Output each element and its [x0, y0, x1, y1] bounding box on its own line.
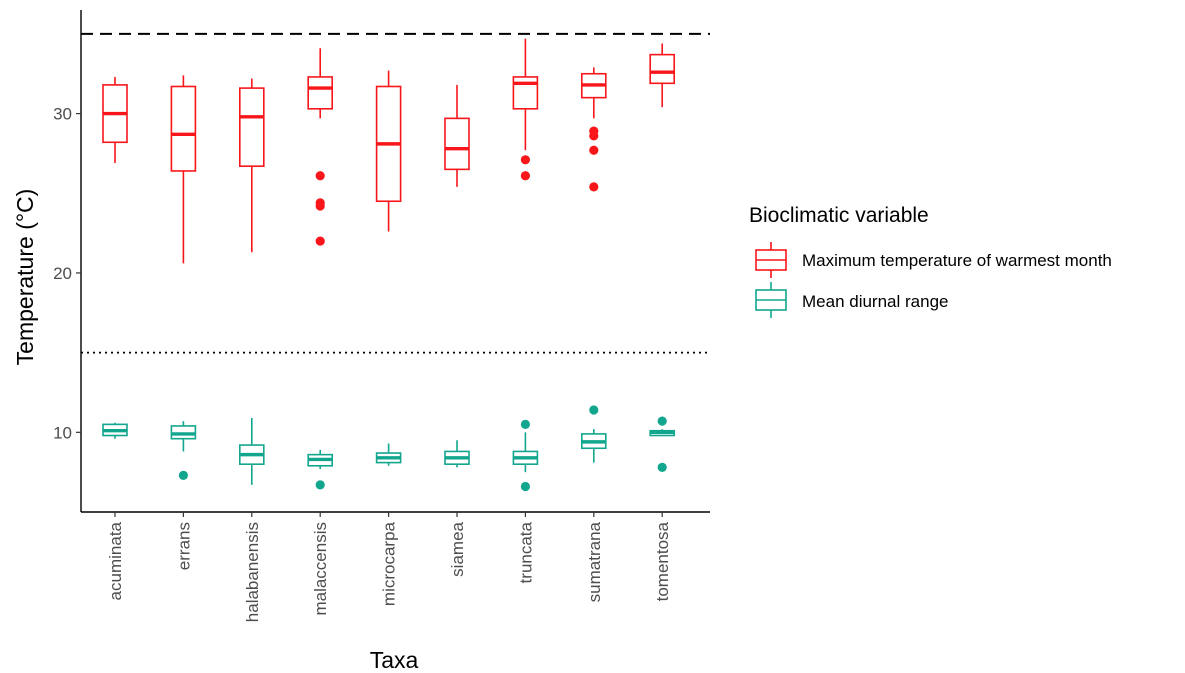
box-1-acuminata	[102, 422, 128, 439]
outlier-point	[589, 131, 599, 141]
y-axis-title: Temperature (°C)	[12, 189, 38, 366]
outlier-point	[520, 419, 531, 429]
box-1-tomentosa	[649, 416, 676, 472]
outlier-point	[315, 171, 325, 181]
box-1-halabanensis	[239, 417, 265, 485]
box-0-halabanensis	[239, 78, 265, 253]
box-0-microcarpa	[375, 70, 402, 232]
legend-key-1	[755, 282, 787, 318]
x-axis-title: Taxa	[370, 647, 419, 673]
box-0-truncata	[512, 38, 539, 181]
legend-keys	[755, 242, 787, 318]
x-tick-label: malaccensis	[311, 522, 330, 616]
outlier-point	[520, 171, 531, 181]
outlier-point	[657, 416, 667, 426]
legend-key-0	[755, 242, 787, 278]
legend: Bioclimatic variable Maximum temperature…	[749, 204, 1112, 318]
x-tick-label: siamea	[448, 521, 467, 576]
outlier-point	[178, 470, 188, 480]
box-0-errans	[170, 75, 197, 264]
box-1-microcarpa	[375, 443, 402, 466]
box-1-siamea	[444, 440, 470, 468]
box-1-errans	[170, 421, 197, 480]
x-tick-label: truncata	[516, 521, 535, 583]
box-iqr	[649, 53, 676, 85]
box-1-truncata	[512, 419, 539, 492]
box-marks	[102, 38, 676, 492]
y-tick-label: 30	[53, 105, 72, 124]
x-tick-label: errans	[174, 522, 193, 570]
outlier-point	[315, 236, 325, 246]
box-0-acuminata	[102, 76, 128, 163]
legend-label-max-temp: Maximum temperature of warmest month	[802, 251, 1112, 270]
x-tick-label: sumatrana	[585, 521, 604, 602]
box-0-tomentosa	[649, 43, 676, 108]
outlier-point	[589, 182, 599, 192]
x-tick-label: acuminata	[106, 521, 125, 600]
outlier-point	[315, 201, 325, 211]
legend-label-diurnal-range: Mean diurnal range	[802, 292, 948, 311]
x-tick-label: tomentosa	[653, 521, 672, 601]
box-iqr	[444, 117, 470, 171]
axes: 10 20 30 acuminata errans halabanensis malacce…	[53, 10, 710, 622]
outlier-point	[520, 155, 531, 165]
outlier-point	[589, 405, 599, 415]
box-0-malaccensis	[307, 48, 334, 246]
outlier-point	[315, 480, 325, 490]
box-0-sumatrana	[580, 67, 607, 192]
x-tick-label: microcarpa	[380, 521, 399, 606]
x-tick-label: halabanensis	[243, 522, 262, 622]
box-iqr	[239, 87, 265, 167]
legend-title: Bioclimatic variable	[749, 204, 929, 227]
y-tick-label: 10	[53, 423, 72, 442]
y-tick-label: 20	[53, 264, 72, 283]
box-0-siamea	[444, 84, 470, 187]
box-1-sumatrana	[580, 405, 607, 463]
plot-area	[81, 32, 710, 354]
outlier-point	[520, 481, 531, 492]
box-iqr	[170, 85, 197, 172]
outlier-point	[589, 145, 599, 155]
box-iqr	[307, 76, 334, 110]
outlier-point	[657, 462, 667, 472]
box-1-malaccensis	[307, 449, 334, 490]
